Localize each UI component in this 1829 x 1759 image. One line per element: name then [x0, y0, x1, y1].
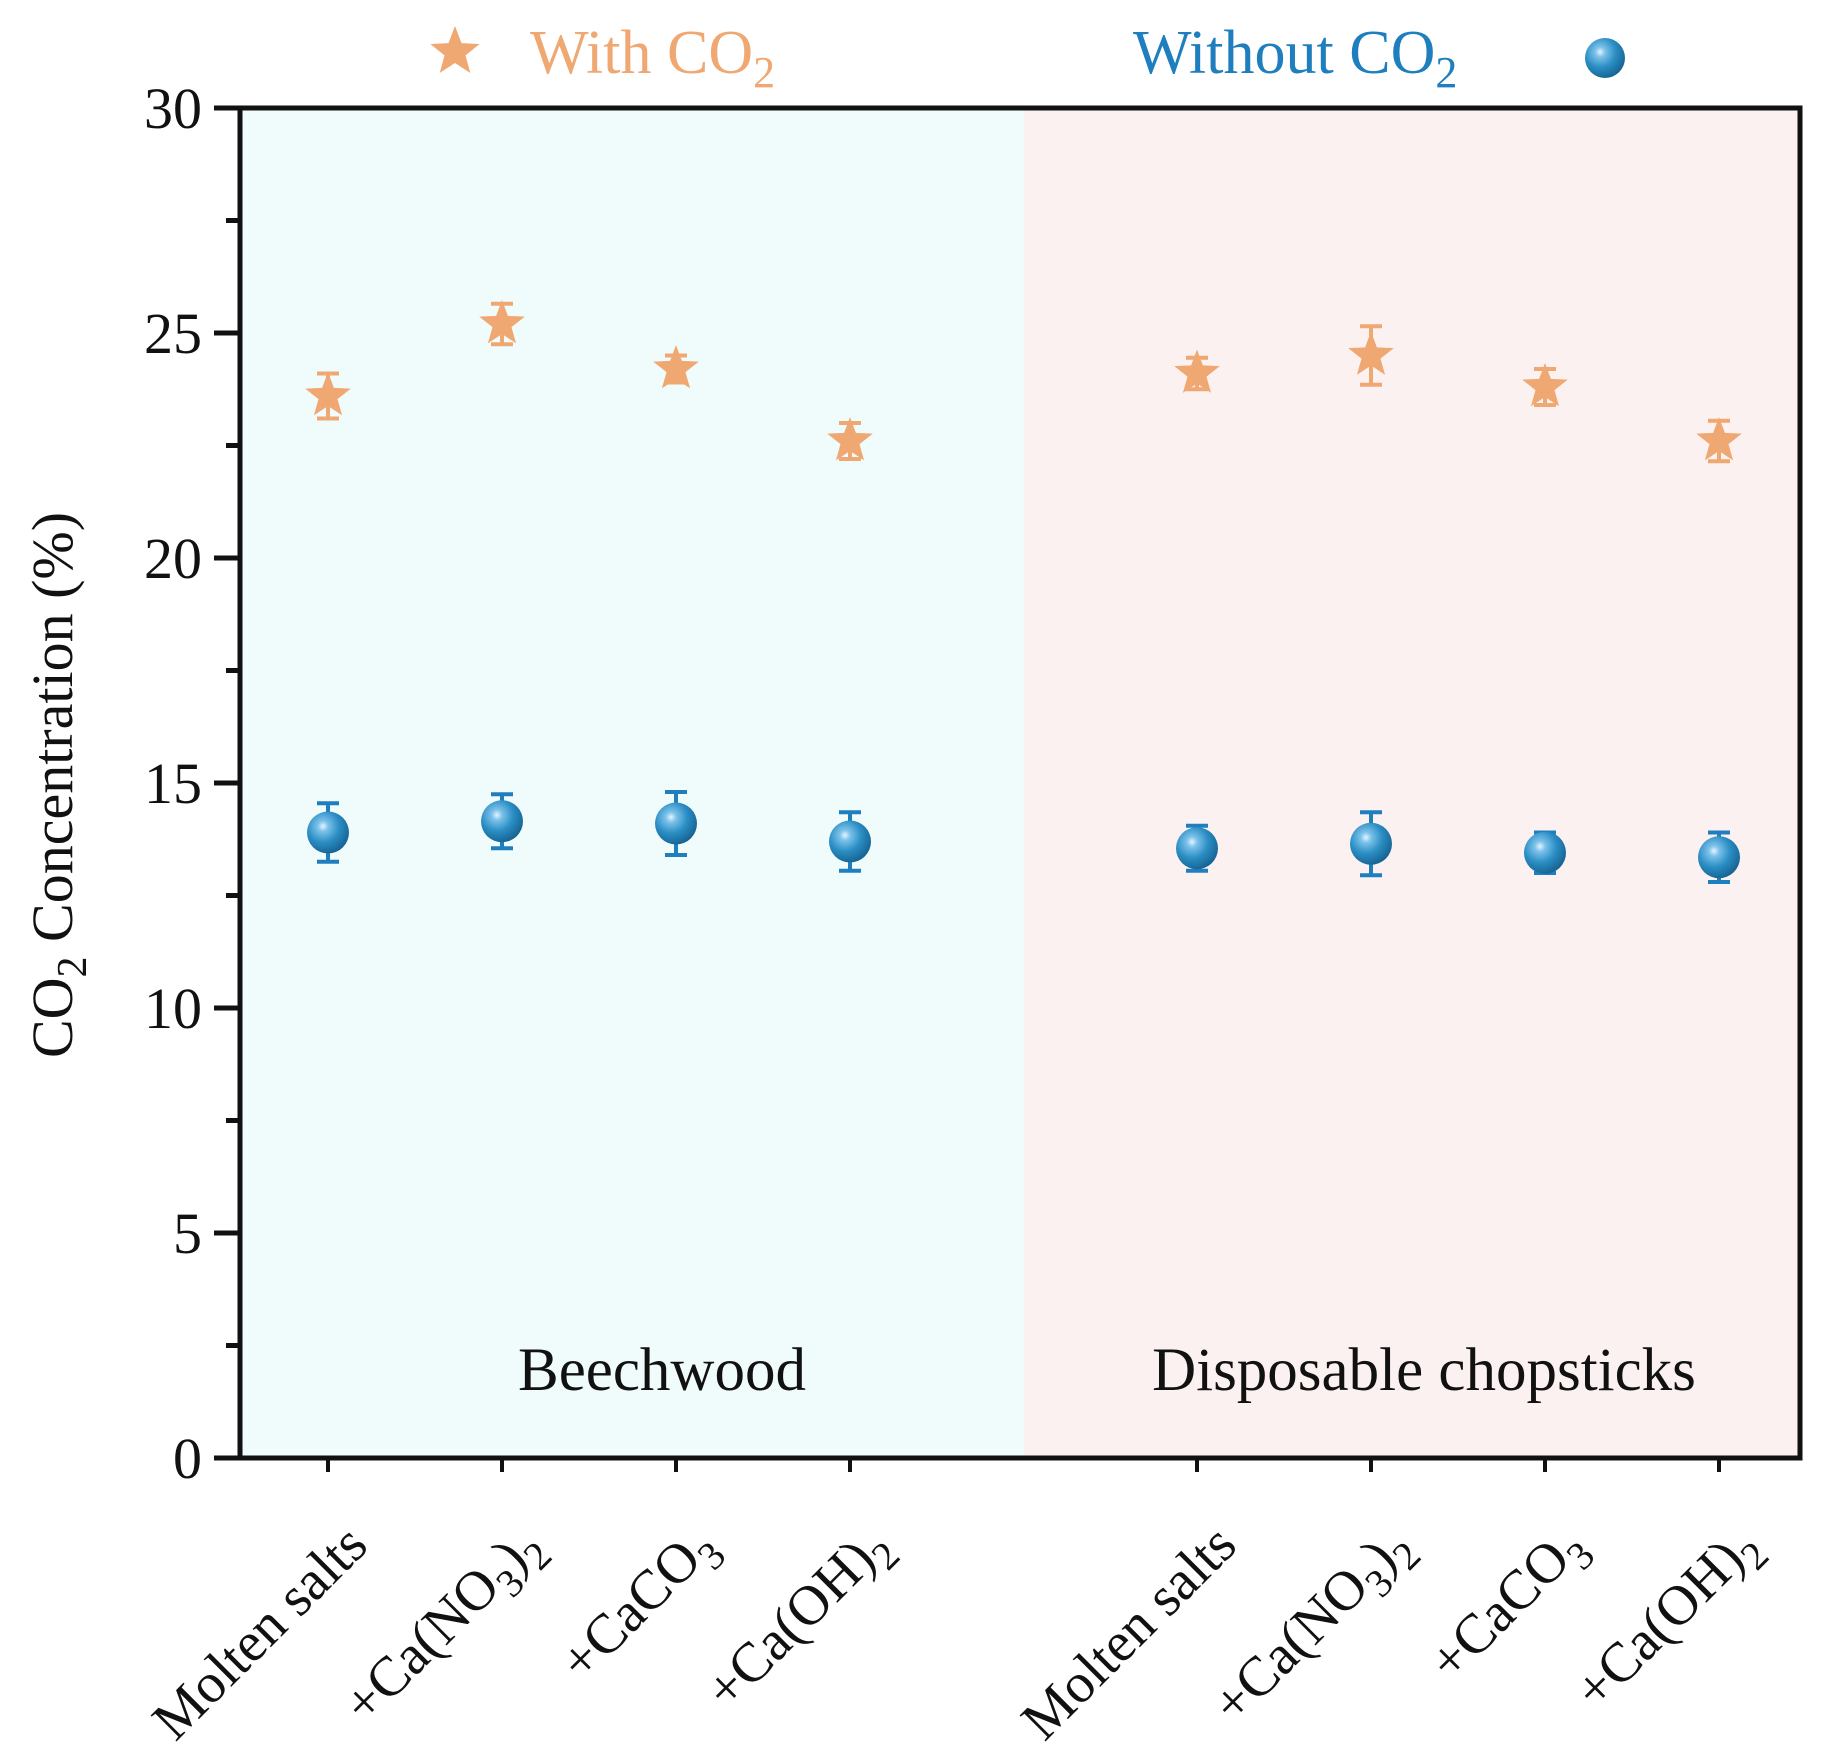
- group-label-beechwood: Beechwood: [518, 1337, 806, 1404]
- y-tick-label: 30: [144, 76, 202, 141]
- group-label-disposable-chopsticks: Disposable chopsticks: [1152, 1337, 1696, 1404]
- legend-with-main: With CO: [530, 19, 753, 87]
- y-tick-label: 15: [144, 751, 202, 816]
- y-tick-label: 25: [144, 301, 202, 366]
- sphere-point: [1698, 836, 1740, 879]
- star-point: [1348, 331, 1394, 375]
- legend-sphere-marker: [1585, 38, 1625, 78]
- y-axis-label-sub: 2: [50, 956, 96, 977]
- star-point: [1522, 363, 1568, 407]
- y-tick-label: 20: [144, 526, 202, 591]
- star-point: [1174, 349, 1220, 393]
- y-axis-label: CO2 Concentration (%): [20, 512, 96, 1058]
- star-point: [305, 372, 351, 416]
- legend-without-main: Without CO: [1133, 19, 1435, 87]
- y-tick-label: 5: [173, 1201, 202, 1266]
- sphere-point: [1176, 827, 1218, 870]
- star-point: [827, 417, 873, 461]
- star-point: [479, 300, 525, 344]
- sphere-point: [829, 820, 871, 863]
- plot-frame: [237, 105, 1803, 1461]
- panel-beechwood: [240, 108, 1024, 1458]
- y-axis: 0 5 10 15 20 25 30: [144, 76, 240, 1491]
- data-marks: [305, 300, 1742, 884]
- sphere-point: [1524, 831, 1566, 874]
- legend-without-sub: 2: [1435, 48, 1457, 97]
- sphere-point: [655, 802, 697, 845]
- legend-with-label: With CO2: [530, 19, 775, 97]
- legend-star-marker: [430, 26, 480, 73]
- y-tick-label: 10: [144, 976, 202, 1041]
- legend-without-label: Without CO2: [1133, 19, 1457, 97]
- sphere-point: [1350, 822, 1392, 865]
- panel-disposable-chopsticks: [1024, 108, 1800, 1458]
- star-point: [653, 345, 699, 389]
- y-axis-label-rest: Concentration (%): [20, 512, 85, 957]
- legend-with-sub: 2: [753, 48, 775, 97]
- sphere-point: [481, 800, 523, 843]
- y-axis-label-main: CO: [20, 977, 85, 1058]
- star-point: [1696, 417, 1742, 461]
- legend: With CO2 Without CO2: [430, 19, 1625, 97]
- y-tick-label: 0: [173, 1426, 202, 1491]
- sphere-point: [307, 811, 349, 854]
